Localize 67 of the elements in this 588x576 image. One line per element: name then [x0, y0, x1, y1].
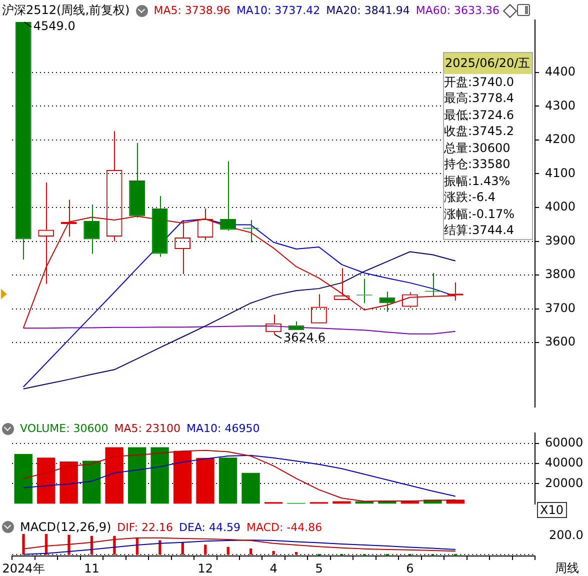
bar [128, 447, 146, 504]
annotation: 开盘:3740.0 [444, 74, 516, 90]
y-tick-label: 4100 [545, 166, 576, 180]
y-tick-label: 4200 [545, 132, 576, 146]
annotation: 结算:3744.4 [444, 222, 516, 238]
bar [204, 544, 207, 555]
series-label: MA5: 23100 [114, 422, 180, 435]
bar [226, 546, 230, 555]
y-tick-label: 20000 [545, 476, 584, 490]
annotation: 振幅:1.43% [444, 172, 512, 189]
text: X10 [537, 502, 566, 518]
bar [196, 458, 214, 504]
chart-title: MACD(12,26,9) [20, 520, 112, 534]
chart-title: 沪深2512(周线,前复权) [2, 2, 130, 19]
candlestick [129, 142, 146, 218]
bar [60, 462, 78, 504]
bar [150, 447, 169, 504]
text: MA20: 3841.94 [326, 4, 410, 17]
y-tick-label: 3600 [545, 334, 576, 349]
bar [68, 534, 70, 555]
series-label: MA10: 46950 [186, 422, 260, 435]
annotation: 涨跌:-6.4 [444, 189, 496, 206]
candlestick [379, 291, 396, 312]
series-label: VOLUME: 30600 [20, 422, 108, 435]
x-tick-label: 11 [84, 561, 100, 576]
bar [173, 450, 192, 504]
bar [82, 460, 101, 504]
text: MA10: 3737.42 [236, 4, 320, 17]
x-tick-label: 5 [315, 561, 323, 576]
annotation: 最高:3778.4 [444, 90, 516, 106]
bar [14, 454, 32, 504]
x-tick-label: 6 [406, 561, 414, 576]
x-tick-label: 4 [270, 561, 278, 576]
annotation: 涨幅:-0.17% [444, 206, 516, 222]
bar [105, 447, 124, 504]
candlestick [60, 199, 77, 238]
y-tick-label: 4300 [545, 98, 576, 112]
y-tick-label: 4400 [545, 64, 576, 78]
series-label: DIF: 22.16 [117, 520, 174, 534]
text: 周线 [555, 560, 579, 576]
series-label: MACD: -44.86 [246, 520, 322, 534]
y-tick-label: 3800 [545, 267, 576, 282]
bar [250, 548, 252, 555]
series-label: DEA: 44.59 [179, 520, 240, 534]
text: MA60: 3633.36 [416, 4, 500, 17]
bar [242, 472, 260, 504]
annotation: 4549.0 [33, 19, 76, 34]
y-tick-label: 60000 [545, 435, 584, 450]
annotation: 持仓:33580 [444, 156, 512, 172]
annotation: 2025/06/20/五 [444, 53, 532, 74]
y-tick-label: 3900 [545, 233, 576, 248]
annotation: 最低:3724.6 [444, 106, 516, 123]
annotation: 3624.6 [284, 330, 326, 344]
text: MA5: 3738.96 [154, 4, 230, 17]
bar [218, 458, 238, 504]
bar [158, 540, 162, 555]
annotation: 收盘:3745.2 [444, 123, 516, 140]
y-tick-label: 3700 [545, 300, 576, 315]
bar [37, 458, 56, 504]
y-tick-label: 40000 [545, 456, 584, 470]
bar [22, 534, 25, 555]
text: 200.0 [549, 528, 584, 542]
x-tick-label: 12 [198, 561, 214, 576]
candlestick [152, 196, 168, 258]
annotation: 总量:30600 [444, 140, 512, 156]
x-tick-label: 2024年 [2, 561, 45, 576]
y-tick-label: 4000 [545, 200, 576, 214]
